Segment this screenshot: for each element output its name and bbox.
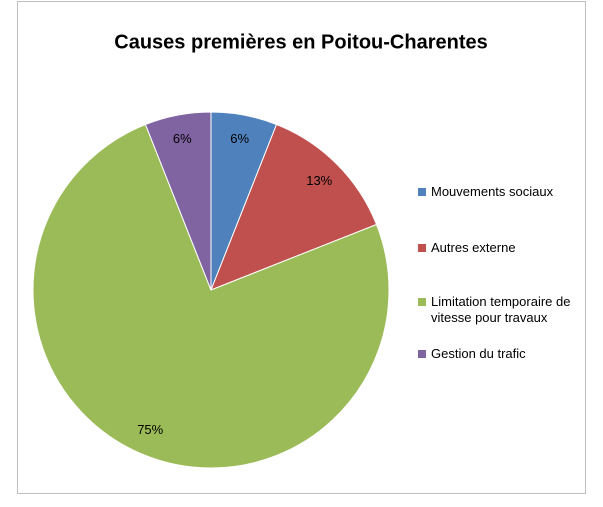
data-label: 13% (306, 173, 332, 188)
chart-title: Causes premières en Poitou-Charentes (114, 31, 487, 53)
legend-swatch (418, 188, 426, 196)
legend-item: Mouvements sociaux (418, 184, 601, 200)
pie-slice (32, 123, 390, 469)
legend-label: Autres externe (431, 240, 516, 255)
legend-label: Mouvements sociaux (431, 184, 554, 199)
legend-item: Autres externe (418, 240, 601, 256)
legend-item: Limitation temporaire de vitesse pour tr… (418, 294, 601, 326)
data-label: 6% (173, 131, 192, 146)
legend-swatch (418, 350, 426, 358)
data-label: 75% (137, 422, 163, 437)
data-label: 6% (230, 131, 249, 146)
legend-swatch (418, 298, 426, 306)
chart-frame (17, 1, 586, 494)
legend-label: Gestion du trafic (431, 346, 526, 361)
legend-label: Limitation temporaire de vitesse pour tr… (431, 294, 571, 325)
pie-slice (210, 123, 378, 291)
legend-swatch (418, 244, 426, 252)
pie-slice (144, 111, 212, 291)
legend-item: Gestion du trafic (418, 346, 601, 362)
